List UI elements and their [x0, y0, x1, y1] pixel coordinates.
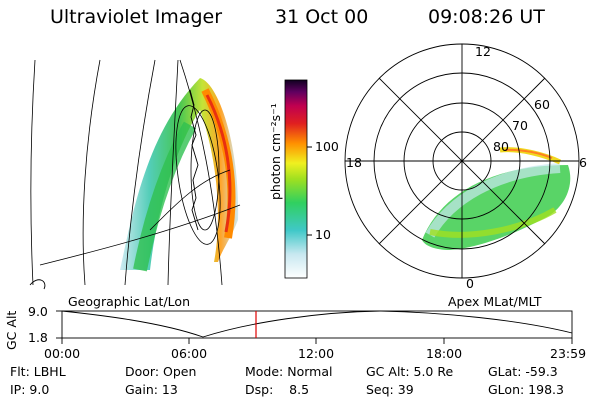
date-label: 31 Oct 00: [275, 6, 369, 28]
gain-info: Gain: 13: [125, 382, 178, 397]
mlt-label-0: 0: [466, 276, 474, 291]
time-tick-0600: 06:00: [171, 346, 208, 361]
colorbar-tick-100: 100: [315, 139, 339, 154]
mlt-label-12: 12: [475, 44, 491, 59]
geographic-image: [29, 59, 241, 290]
mlt-label-6: 6: [579, 155, 587, 170]
imager-title: Ultraviolet Imager: [50, 6, 223, 28]
polar-plot: [344, 43, 580, 279]
time-tick-1200: 12:00: [298, 346, 335, 361]
colorbar-unit-label: photon cm⁻²s⁻¹: [268, 103, 283, 200]
colorbar: [284, 79, 308, 279]
altitude-tick-max: 9.0: [28, 304, 48, 319]
mlt-label-18: 18: [346, 155, 362, 170]
glon-info: GLon: 198.3: [488, 382, 564, 397]
dsp-info: Dsp: 8.5: [245, 382, 310, 397]
mlat-label-80: 80: [493, 139, 509, 154]
mlat-label-60: 60: [534, 97, 550, 112]
filter-info: Flt: LBHL: [10, 364, 66, 379]
altitude-axis-label: GC Alt: [4, 310, 19, 350]
time-label: 09:08:26 UT: [428, 6, 545, 28]
colorbar-tick-10: 10: [315, 227, 331, 242]
mode-info: Mode: Normal: [245, 364, 333, 379]
altitude-plot: [56, 310, 573, 344]
mlat-label-70: 70: [512, 118, 528, 133]
time-tick-2359: 23:59: [550, 346, 587, 361]
geographic-panel-label: Geographic Lat/Lon: [68, 294, 190, 309]
apex-panel-label: Apex MLat/MLT: [448, 294, 542, 309]
time-tick-1800: 18:00: [426, 346, 463, 361]
door-info: Door: Open: [125, 364, 197, 379]
glat-info: GLat: -59.3: [488, 364, 558, 379]
ip-info: IP: 9.0: [10, 382, 50, 397]
seq-info: Seq: 39: [366, 382, 414, 397]
altitude-tick-min: 1.8: [28, 330, 48, 345]
time-tick-0000: 00:00: [44, 346, 81, 361]
gc-alt-info: GC Alt: 5.0 Re: [366, 364, 454, 379]
